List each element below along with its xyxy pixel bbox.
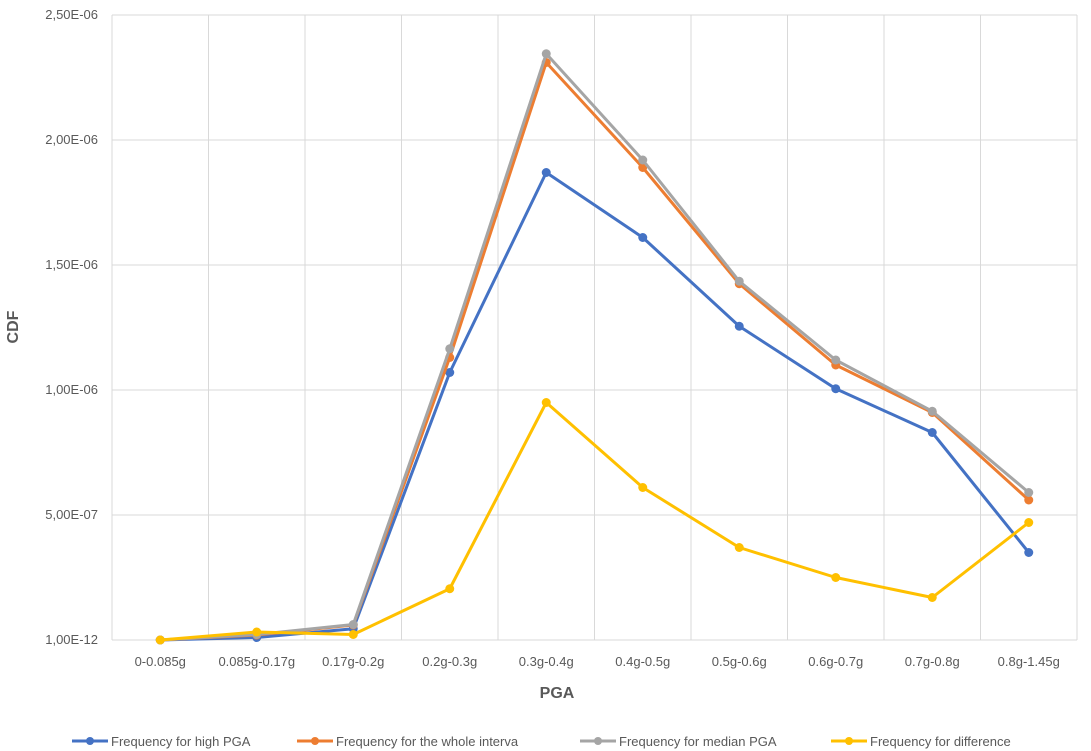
data-point (831, 355, 841, 365)
x-tick-label: 0.5g-0.6g (712, 654, 767, 669)
data-point (638, 483, 648, 492)
data-point (927, 406, 937, 416)
series-4 (155, 398, 1034, 645)
data-point (734, 543, 744, 552)
legend-label: Frequency for difference (870, 734, 1011, 749)
legend-item: Frequency for the whole interva (297, 734, 519, 749)
y-tick-label: 2,00E-06 (45, 132, 98, 147)
data-point (734, 321, 744, 331)
x-axis-title: PGA (540, 685, 575, 702)
legend-label: Frequency for high PGA (111, 734, 251, 749)
legend-swatch-marker (594, 737, 602, 745)
series-line (160, 52, 1030, 642)
data-point (541, 49, 551, 59)
legend-item: Frequency for median PGA (580, 734, 777, 749)
y-tick-labels: 1,00E-12 5,00E-07 1,00E-06 1,50E-06 2,00E-06… (45, 7, 98, 647)
x-tick-label: 0.3g-0.4g (519, 654, 574, 669)
y-axis-title: CDF (5, 310, 22, 343)
y-tick-label: 5,00E-07 (45, 507, 98, 522)
data-point (445, 368, 455, 377)
series-line (160, 401, 1030, 642)
legend-swatch-marker (311, 737, 319, 745)
x-tick-labels: 0-0.085g 0.085g-0.17g 0.17g-0.2g 0.2g-0.3g 0… (135, 654, 1060, 669)
data-point (638, 155, 648, 165)
data-point (1024, 548, 1034, 557)
x-tick-label: 0.8g-1.45g (998, 654, 1060, 669)
y-tick-label: 1,00E-12 (45, 632, 98, 647)
y-tick-label: 2,50E-06 (45, 7, 98, 22)
data-point (541, 398, 551, 407)
data-point (348, 620, 358, 629)
legend-item: Frequency for high PGA (72, 734, 251, 749)
data-point (1024, 488, 1034, 497)
data-point (638, 163, 648, 172)
grid-lines (111, 14, 1078, 641)
data-point (445, 344, 455, 354)
data-point (252, 627, 262, 637)
x-tick-label: 0.085g-0.17g (218, 654, 295, 669)
data-point (1024, 518, 1034, 527)
series-3 (155, 49, 1034, 645)
data-point (445, 584, 455, 594)
y-tick-label: 1,00E-06 (45, 382, 98, 397)
x-tick-label: 0.7g-0.8g (905, 654, 960, 669)
data-point (831, 573, 841, 582)
legend-label: Frequency for the whole interva (336, 734, 519, 749)
legend: Frequency for high PGA Frequency for the … (72, 734, 1011, 749)
x-tick-label: 0.6g-0.7g (808, 654, 863, 669)
data-point (927, 428, 937, 437)
legend-swatch-marker (86, 737, 94, 745)
x-tick-label: 0.17g-0.2g (322, 654, 384, 669)
data-point (541, 168, 551, 177)
legend-item: Frequency for difference (831, 734, 1011, 749)
data-point (1024, 495, 1034, 505)
x-tick-label: 0.2g-0.3g (422, 654, 477, 669)
data-point (155, 635, 165, 645)
data-point (927, 593, 937, 602)
data-point (831, 384, 841, 394)
legend-label: Frequency for median PGA (619, 734, 777, 749)
data-point (348, 630, 358, 639)
x-tick-label: 0-0.085g (135, 654, 186, 669)
data-point (734, 276, 744, 286)
legend-swatch-marker (845, 737, 853, 745)
x-tick-label: 0.4g-0.5g (615, 654, 670, 669)
series-group (155, 49, 1034, 645)
y-tick-label: 1,50E-06 (45, 257, 98, 272)
data-point (638, 233, 648, 242)
